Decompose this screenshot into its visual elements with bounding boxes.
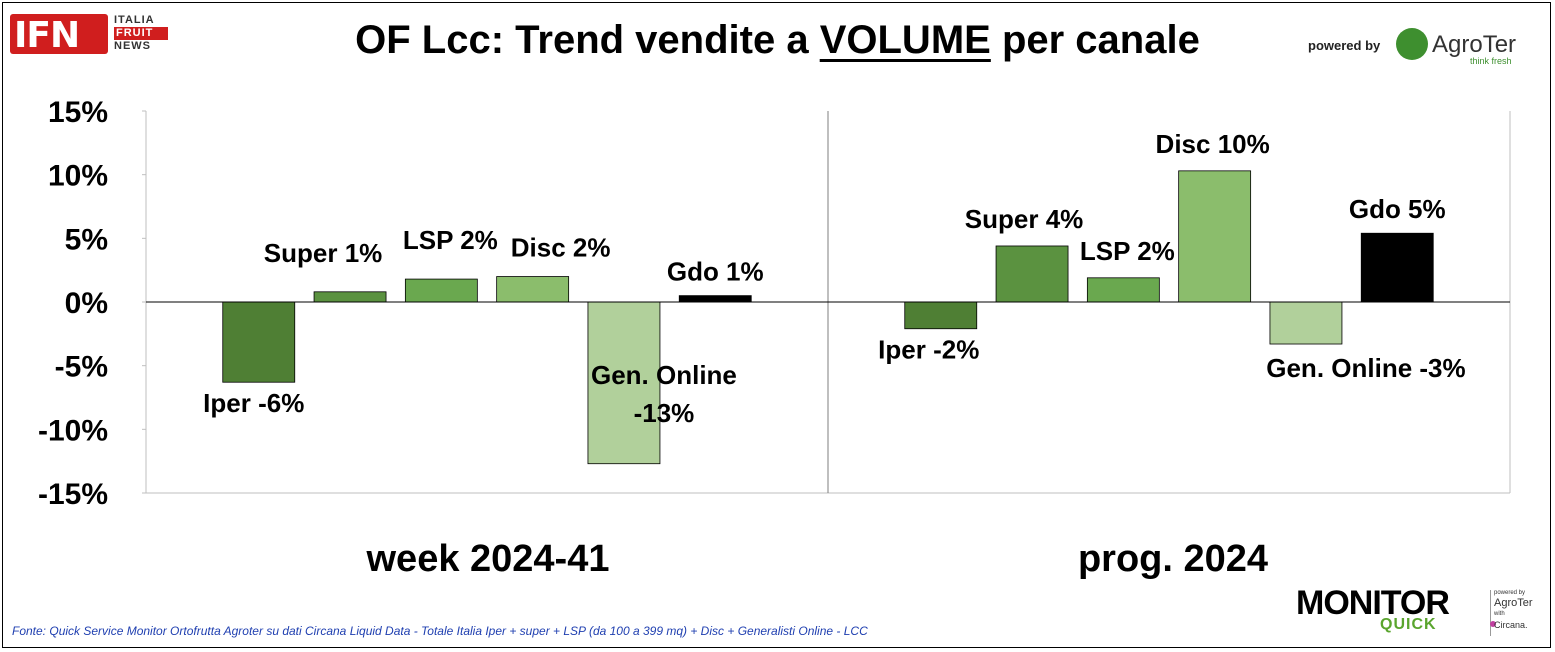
bar-disc xyxy=(496,276,570,303)
data-label: LSP 2% xyxy=(1080,236,1175,266)
data-label: Super 1% xyxy=(264,238,383,268)
agroter-name: AgroTer xyxy=(1432,31,1517,58)
group-label: prog. 2024 xyxy=(1078,538,1268,580)
y-tick-label: -10% xyxy=(38,414,108,447)
bar-gdo xyxy=(678,295,752,303)
bar-super xyxy=(995,245,1069,303)
monitor-logo-divider xyxy=(1490,590,1491,636)
ifn-logo: IFN ITALIA FRUIT NEWS xyxy=(10,14,170,58)
y-tick-label: -15% xyxy=(38,478,108,511)
data-label: LSP 2% xyxy=(403,225,498,255)
y-tick-label: -5% xyxy=(55,351,108,384)
data-label: Disc 10% xyxy=(1156,129,1270,159)
chart-title: OF Lcc: Trend vendite a VOLUME per canal… xyxy=(0,18,1555,63)
monitor-logo-circana: Circana. xyxy=(1494,620,1528,630)
data-label: Iper -2% xyxy=(878,335,979,365)
chart-title-emph: VOLUME xyxy=(819,18,991,62)
data-label: Gdo 5% xyxy=(1349,194,1446,224)
chart-title-pre: OF Lcc: Trend vendite a xyxy=(355,18,820,62)
chart-title-post: per canale xyxy=(990,18,1200,62)
y-tick-label: 0% xyxy=(65,287,108,320)
data-label: Iper -6% xyxy=(203,388,304,418)
agroter-powered-by: powered by xyxy=(1308,38,1381,53)
monitor-logo-powered: powered by xyxy=(1494,590,1526,596)
ifn-logo-box: IFN xyxy=(10,14,108,56)
bar-iper xyxy=(222,301,296,383)
y-tick-label: 10% xyxy=(48,160,108,193)
agroter-tagline: think fresh xyxy=(1470,56,1512,66)
data-label: Gen. Online -3% xyxy=(1266,353,1465,383)
bar-gen-online xyxy=(1269,301,1343,345)
data-label: Super 4% xyxy=(965,204,1084,234)
data-label: Disc 2% xyxy=(511,233,611,263)
group-label: week 2024-41 xyxy=(366,538,610,580)
source-note: Fonte: Quick Service Monitor Ortofrutta … xyxy=(12,624,868,638)
ifn-logo-line3: NEWS xyxy=(114,40,151,52)
ifn-logo-line2: FRUIT xyxy=(114,27,168,40)
bar-disc xyxy=(1178,170,1252,303)
data-label: Gdo 1% xyxy=(667,257,764,287)
bar-lsp xyxy=(404,278,478,303)
bar-gdo xyxy=(1360,232,1434,303)
bar-lsp xyxy=(1086,277,1160,303)
bar-gen-online xyxy=(587,301,661,465)
y-tick-label: 15% xyxy=(48,96,108,129)
monitor-logo-name: MONITOR xyxy=(1296,584,1450,622)
ifn-logo-mark: IFN xyxy=(14,15,80,56)
monitor-logo-with: with xyxy=(1494,611,1505,617)
data-label: -13% xyxy=(634,398,695,428)
y-tick-label: 5% xyxy=(65,223,108,256)
circana-dot-icon xyxy=(1490,621,1496,627)
agroter-tree-icon xyxy=(1396,28,1428,60)
bar-super xyxy=(313,291,387,303)
ifn-logo-line1: ITALIA xyxy=(114,14,155,26)
bar-iper xyxy=(904,301,978,330)
data-label: Gen. Online xyxy=(591,360,737,390)
monitor-logo-sub: QUICK xyxy=(1380,616,1437,633)
ifn-logo-side: ITALIA FRUIT NEWS xyxy=(114,14,168,53)
monitor-logo-agroter: AgroTer xyxy=(1494,597,1533,609)
